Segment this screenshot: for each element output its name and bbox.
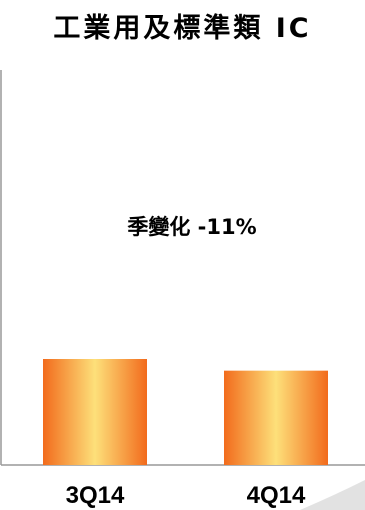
x-tick-label-4q14: 4Q14 <box>247 482 306 509</box>
chart-title: 工業用及標準類 IC <box>53 13 312 44</box>
change-annotation: 季變化 -11% <box>127 215 256 239</box>
bar-4q14 <box>224 370 328 465</box>
bar-3q14 <box>43 359 147 465</box>
x-tick-label-3q14: 3Q14 <box>66 482 125 509</box>
corner-decoration <box>300 480 365 510</box>
